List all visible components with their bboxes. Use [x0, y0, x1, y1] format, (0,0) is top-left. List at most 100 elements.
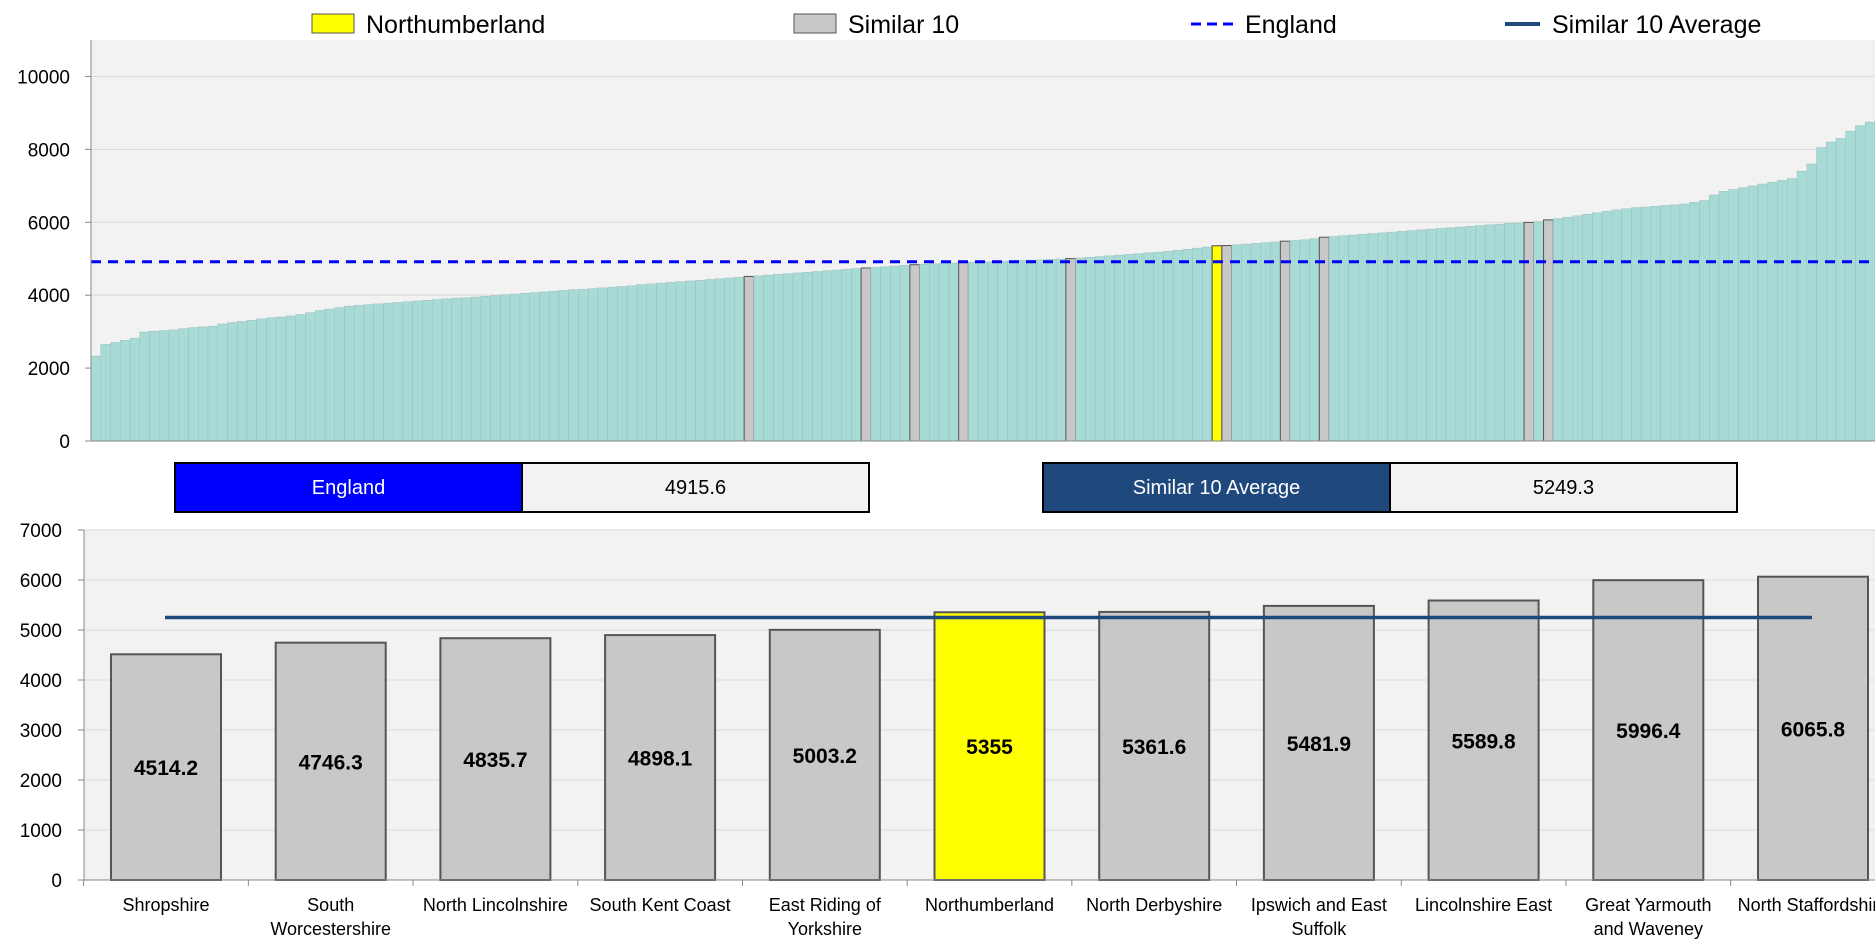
area-bar	[1562, 216, 1574, 442]
area-bar	[607, 286, 618, 442]
top-y-tick-label: 2000	[28, 359, 70, 380]
legend-item-similar10-average: Similar 10 Average	[1505, 11, 1761, 39]
bottom-y-tick-label: 0	[51, 871, 62, 892]
category-label: North Lincolnshire	[423, 895, 568, 915]
category-label-line: Great Yarmouth	[1585, 895, 1711, 915]
area-bar	[1484, 224, 1496, 442]
area-bar	[392, 302, 404, 442]
legend-item-similar10: Similar 10	[793, 11, 959, 39]
area-bar	[977, 261, 989, 442]
area-bar	[1757, 183, 1769, 442]
area-bar	[1387, 231, 1398, 442]
legend-item-england: England	[1191, 11, 1337, 39]
area-bar	[539, 291, 550, 442]
area-bar	[236, 321, 248, 442]
bar-value-label: 5003.2	[793, 745, 857, 768]
similar-bar	[1523, 221, 1535, 442]
area-bar	[831, 269, 842, 442]
area-bar	[812, 271, 823, 442]
area-bar	[1202, 246, 1213, 442]
area-bar	[997, 261, 1008, 442]
england-summary-label: England	[312, 477, 385, 499]
area-bar	[266, 317, 277, 442]
category-label: South Kent Coast	[590, 895, 731, 915]
area-bar	[1075, 257, 1086, 442]
area-bar	[1085, 257, 1096, 442]
area-bar	[1299, 239, 1310, 442]
average-summary-label-box	[1042, 462, 1391, 513]
area-bar	[1163, 251, 1174, 442]
top-y-tick-label: 8000	[28, 140, 70, 161]
area-bar	[1104, 255, 1115, 442]
area-bar	[548, 290, 560, 442]
area-bar	[1172, 250, 1184, 442]
area-bar	[470, 296, 482, 442]
area-bar	[334, 307, 345, 442]
area-bar	[880, 266, 891, 442]
top-y-tick-label: 6000	[28, 213, 70, 234]
area-bar	[1650, 205, 1661, 442]
area-bar	[1504, 223, 1515, 442]
area-bar	[626, 285, 638, 442]
area-bar	[422, 300, 433, 442]
similar-bar	[1318, 236, 1330, 442]
area-bar	[1709, 194, 1720, 442]
category-label: Great Yarmouth and Waveney	[1585, 895, 1711, 939]
area-bar	[1007, 260, 1018, 442]
area-bar	[217, 323, 228, 442]
area-bar	[1270, 241, 1281, 442]
bottom-y-tick-label: 2000	[20, 771, 62, 792]
average-summary: Similar 10 Average 5249.3	[1042, 462, 1738, 513]
area-bar	[1816, 147, 1827, 442]
average-summary-value-box	[1389, 462, 1738, 513]
category-label-line: Suffolk	[1292, 919, 1348, 939]
area-bar	[197, 326, 209, 442]
area-bar	[1699, 200, 1710, 442]
area-bar	[763, 274, 774, 442]
similar-bar	[1221, 245, 1233, 442]
area-bar	[1094, 256, 1106, 442]
category-label-line: Shropshire	[122, 895, 209, 915]
area-bar	[168, 329, 179, 442]
area-bar	[500, 294, 511, 442]
area-bar	[129, 337, 140, 442]
similar-bar	[1098, 610, 1211, 881]
similar-bar	[860, 267, 872, 442]
area-bar	[178, 328, 189, 442]
category-label-line: Yorkshire	[788, 919, 862, 939]
area-bar	[1582, 214, 1593, 442]
category-label-line: Ipswich and East	[1251, 895, 1387, 915]
bar-value-label: 4898.1	[628, 748, 693, 771]
area-bar	[1670, 204, 1681, 442]
area-bar	[275, 316, 287, 442]
bottom-y-tick-label: 1000	[20, 821, 62, 842]
top-y-tick-label: 0	[59, 432, 70, 453]
category-label-line: South Kent Coast	[590, 895, 731, 915]
category-label-line: Northumberland	[925, 895, 1054, 915]
category-label-line: East Riding of	[769, 895, 882, 915]
similar-bar	[274, 641, 387, 881]
area-bar	[1241, 243, 1252, 442]
area-bar	[1036, 259, 1047, 442]
area-bar	[461, 297, 472, 442]
similar-bar	[1065, 258, 1077, 442]
category-label-line: North Staffordshire	[1738, 895, 1875, 915]
highlight-bar	[1211, 245, 1223, 442]
category-label: Shropshire	[122, 895, 209, 915]
area-bar	[919, 263, 930, 442]
area-bar	[597, 287, 608, 442]
area-bar	[792, 272, 803, 442]
area-bar	[412, 300, 423, 442]
area-bar	[1689, 201, 1700, 442]
area-bar	[1621, 208, 1632, 442]
area-bar	[938, 263, 950, 442]
area-bar	[295, 314, 306, 442]
area-bar	[870, 267, 881, 442]
area-bar	[890, 265, 901, 442]
bar-value-label: 5361.6	[1122, 736, 1186, 759]
area-bar	[110, 342, 121, 442]
area-bar	[734, 277, 745, 442]
bottom-y-tick-label: 5000	[20, 621, 62, 642]
bar-value-label: 5481.9	[1287, 733, 1351, 756]
area-bar	[1845, 130, 1856, 442]
